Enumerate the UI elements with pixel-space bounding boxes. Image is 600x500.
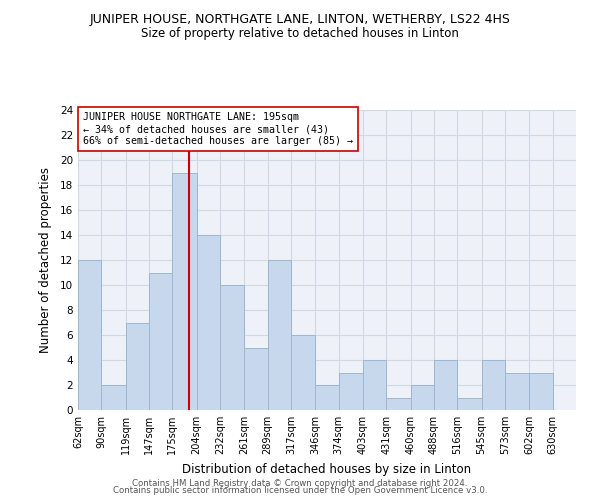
Bar [101,385,125,410]
Bar [363,360,386,410]
Bar [386,398,410,410]
Text: Size of property relative to detached houses in Linton: Size of property relative to detached ho… [141,28,459,40]
Text: Contains HM Land Registry data © Crown copyright and database right 2024.: Contains HM Land Registry data © Crown c… [132,478,468,488]
Bar [268,260,291,410]
Bar [125,322,149,410]
Bar [457,398,482,410]
X-axis label: Distribution of detached houses by size in Linton: Distribution of detached houses by size … [182,462,472,475]
Bar [482,360,505,410]
Text: JUNIPER HOUSE NORTHGATE LANE: 195sqm
← 34% of detached houses are smaller (43)
6: JUNIPER HOUSE NORTHGATE LANE: 195sqm ← 3… [83,112,353,146]
Bar [149,272,172,410]
Bar [197,235,220,410]
Bar [244,348,268,410]
Bar [434,360,457,410]
Bar [529,372,553,410]
Y-axis label: Number of detached properties: Number of detached properties [38,167,52,353]
Bar [338,372,363,410]
Bar [316,385,338,410]
Bar [172,172,197,410]
Bar [505,372,529,410]
Bar [220,285,244,410]
Text: JUNIPER HOUSE, NORTHGATE LANE, LINTON, WETHERBY, LS22 4HS: JUNIPER HOUSE, NORTHGATE LANE, LINTON, W… [89,12,511,26]
Bar [291,335,316,410]
Text: Contains public sector information licensed under the Open Government Licence v3: Contains public sector information licen… [113,486,487,495]
Bar [78,260,101,410]
Bar [410,385,434,410]
